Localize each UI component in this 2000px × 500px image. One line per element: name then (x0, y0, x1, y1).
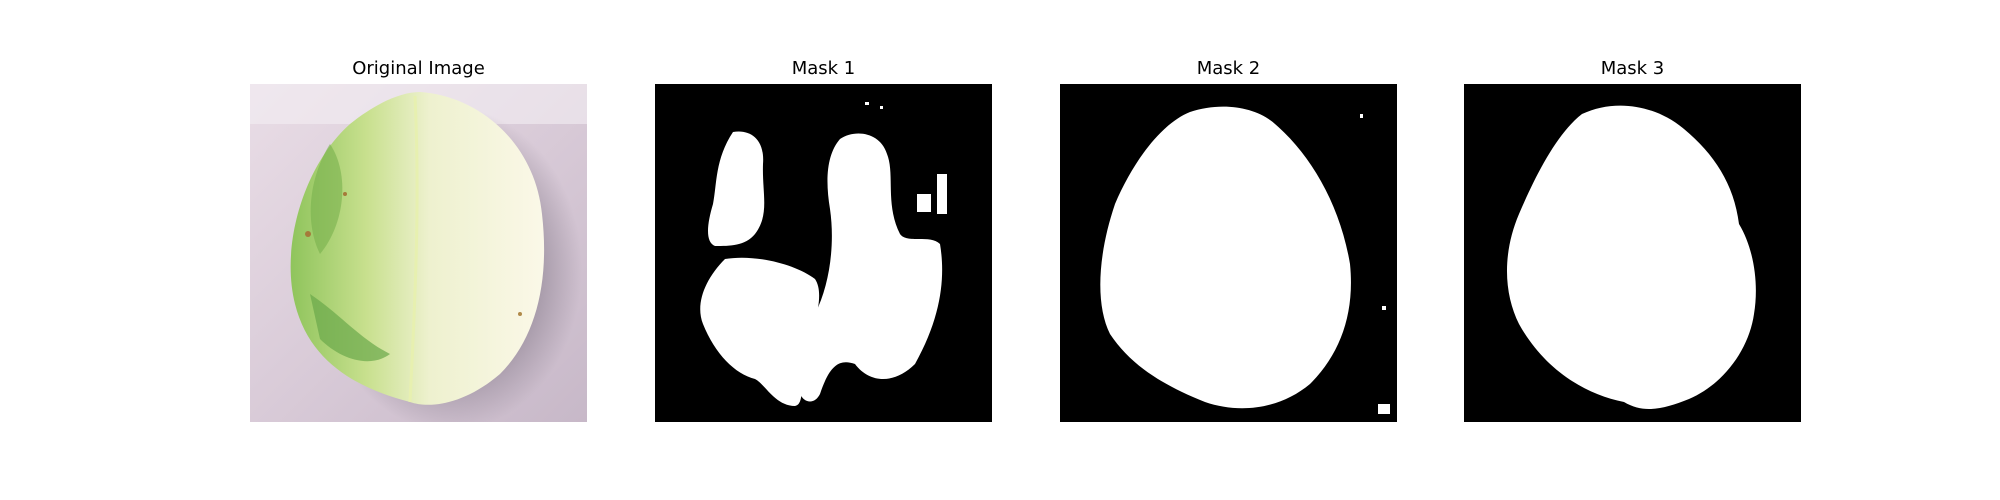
mask-2-image (1060, 84, 1397, 422)
panel-title: Original Image (352, 58, 485, 79)
leaf-photo (250, 84, 587, 422)
panel-title: Mask 1 (791, 58, 856, 79)
panel-title: Mask 2 (1196, 58, 1261, 79)
mask-3-image (1464, 84, 1801, 422)
panel-title: Mask 3 (1600, 58, 1665, 79)
mask-1-image (655, 84, 992, 422)
